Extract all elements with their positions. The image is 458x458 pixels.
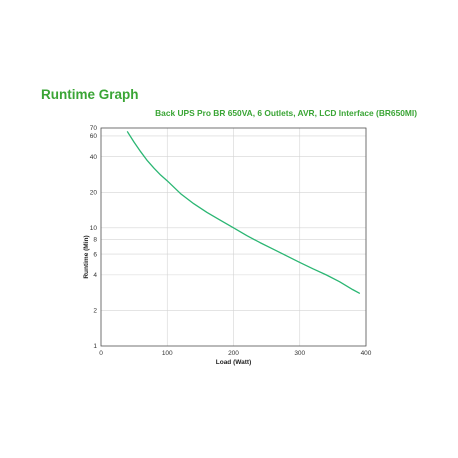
y-axis-title: Runtime (Min): [83, 235, 90, 278]
y-tick-label: 60: [90, 133, 98, 140]
chart-title: Back UPS Pro BR 650VA, 6 Outlets, AVR, L…: [155, 108, 417, 118]
x-tick-label: 400: [361, 350, 372, 357]
y-tick-label: 10: [90, 225, 98, 232]
y-tick-label: 20: [90, 189, 98, 196]
x-tick-label: 0: [99, 350, 103, 357]
y-tick-label: 2: [93, 308, 97, 315]
runtime-series-line: [126, 131, 361, 294]
y-tick-label: 40: [90, 154, 98, 161]
x-tick-label: 100: [162, 350, 173, 357]
axis-layer: [100, 127, 367, 347]
grid-layer: [100, 127, 367, 347]
x-axis-title: Load (Watt): [216, 359, 252, 366]
plot-frame: [100, 127, 367, 347]
series-layer: [126, 131, 361, 294]
y-tick-label: 4: [93, 272, 97, 279]
x-tick-label: 200: [228, 350, 239, 357]
y-tick-label: 6: [93, 251, 97, 258]
y-tick-label: 70: [90, 125, 98, 132]
x-tick-label: 300: [294, 350, 305, 357]
y-tick-label: 8: [93, 236, 97, 243]
page-title: Runtime Graph: [41, 87, 139, 102]
y-tick-label: 1: [93, 343, 97, 350]
